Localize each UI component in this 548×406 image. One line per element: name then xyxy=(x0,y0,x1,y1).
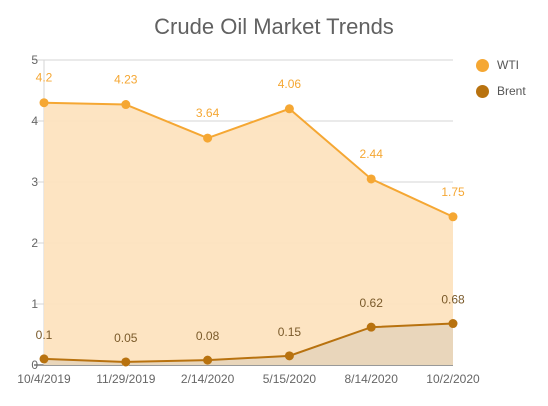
data-labels: 4.2 4.23 3.64 4.06 2.44 1.75 0.1 0.05 0.08 0.15 0.… xyxy=(36,71,465,345)
area-wti xyxy=(44,102,453,365)
line-wti xyxy=(43,101,454,218)
point-wti xyxy=(39,98,49,108)
x-tick-label: 10/4/2019 xyxy=(17,372,71,386)
point-wti xyxy=(448,212,458,222)
data-label-brent: 0.68 xyxy=(441,293,465,307)
y-tick-label: 0 xyxy=(31,358,38,372)
area-brent xyxy=(44,323,453,365)
legend-label-wti: WTI xyxy=(497,58,519,72)
series-areas xyxy=(44,102,453,365)
legend-label-brent: Brent xyxy=(497,84,526,98)
y-tick-label: 3 xyxy=(31,175,38,189)
legend: WTI Brent xyxy=(476,52,526,104)
data-label-wti: 1.75 xyxy=(441,185,465,199)
x-tick-label: 11/29/2019 xyxy=(96,372,155,386)
legend-swatch-brent xyxy=(476,84,489,98)
line-brent xyxy=(43,322,454,363)
data-label-brent: 0.1 xyxy=(36,328,53,342)
point-brent xyxy=(203,355,213,365)
point-wti xyxy=(284,104,294,114)
x-tick-label: 10/2/2020 xyxy=(426,372,480,386)
point-wti xyxy=(366,174,376,184)
data-label-brent: 0.05 xyxy=(114,331,138,345)
y-tick-label: 2 xyxy=(31,236,38,250)
axis-ticks: 0 1 2 3 4 5 10/4/2019 11/29/2019 2/14/2020 5/15/2… xyxy=(17,53,480,386)
point-wti xyxy=(203,133,213,143)
data-label-wti: 4.23 xyxy=(114,73,138,87)
data-label-wti: 4.2 xyxy=(36,71,53,85)
legend-item-brent[interactable]: Brent xyxy=(476,78,526,104)
point-brent xyxy=(121,357,131,367)
x-tick-label: 8/14/2020 xyxy=(345,372,399,386)
series-points xyxy=(39,98,458,367)
data-label-wti: 3.64 xyxy=(196,106,220,120)
y-tick-label: 4 xyxy=(31,114,38,128)
point-wti xyxy=(121,100,131,110)
y-tick-label: 5 xyxy=(31,53,38,67)
point-brent xyxy=(448,319,458,329)
point-brent xyxy=(39,354,49,364)
series-lines xyxy=(43,101,454,363)
data-label-brent: 0.15 xyxy=(278,325,302,339)
data-label-wti: 4.06 xyxy=(278,77,302,91)
point-brent xyxy=(284,351,294,361)
data-label-brent: 0.62 xyxy=(360,296,384,310)
legend-item-wti[interactable]: WTI xyxy=(476,52,526,78)
point-brent xyxy=(366,322,376,332)
chart-title: Crude Oil Market Trends xyxy=(154,14,394,39)
legend-swatch-wti xyxy=(476,58,489,72)
data-label-wti: 2.44 xyxy=(360,147,384,161)
y-tick-label: 1 xyxy=(31,297,38,311)
x-tick-label: 2/14/2020 xyxy=(181,372,235,386)
data-label-brent: 0.08 xyxy=(196,329,220,343)
x-tick-label: 5/15/2020 xyxy=(263,372,317,386)
